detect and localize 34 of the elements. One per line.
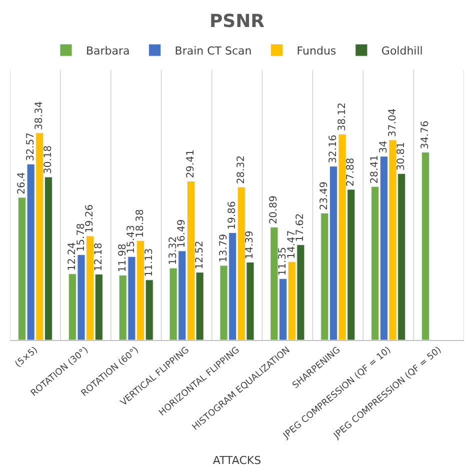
data-label: 12.18 — [93, 242, 104, 272]
data-label: 19.86 — [227, 201, 238, 230]
data-label: 13.79 — [218, 234, 230, 263]
data-label: 28.32 — [236, 155, 247, 184]
chart-title: PSNR — [209, 10, 265, 32]
data-label: 20.89 — [268, 196, 280, 224]
data-label: 38.12 — [336, 102, 348, 132]
data-label: 34.76 — [420, 120, 432, 150]
data-label: 37.04 — [387, 108, 398, 137]
legend-label: Goldhill — [381, 44, 423, 58]
data-label: 23.49 — [319, 182, 330, 210]
data-label: 27.88 — [346, 158, 357, 186]
data-label: 16.49 — [176, 219, 188, 248]
bar — [422, 152, 430, 340]
legend-label: Barbara — [86, 44, 130, 58]
data-label: 12.52 — [194, 240, 206, 270]
data-label: 30.18 — [42, 145, 54, 174]
data-label: 34 — [378, 140, 390, 154]
data-label: 11.13 — [144, 248, 155, 277]
data-label: 30.81 — [396, 142, 408, 171]
data-label: 26.4 — [16, 172, 28, 194]
data-label: 32.57 — [25, 132, 36, 162]
data-label: 38.34 — [34, 101, 46, 130]
legend-label: Fundus — [296, 44, 336, 58]
data-label: 18.38 — [135, 209, 146, 238]
data-label: 12.24 — [66, 242, 78, 271]
data-label: 17.62 — [295, 213, 306, 242]
data-label: 28.41 — [370, 154, 381, 184]
data-label: 29.41 — [185, 150, 196, 178]
data-label: 19.26 — [84, 204, 96, 233]
data-label: 14.39 — [244, 230, 256, 260]
x-axis-title: ATTACKS — [212, 454, 262, 467]
data-label: 32.16 — [328, 134, 339, 164]
legend-label: Brain CT Scan — [174, 44, 252, 58]
